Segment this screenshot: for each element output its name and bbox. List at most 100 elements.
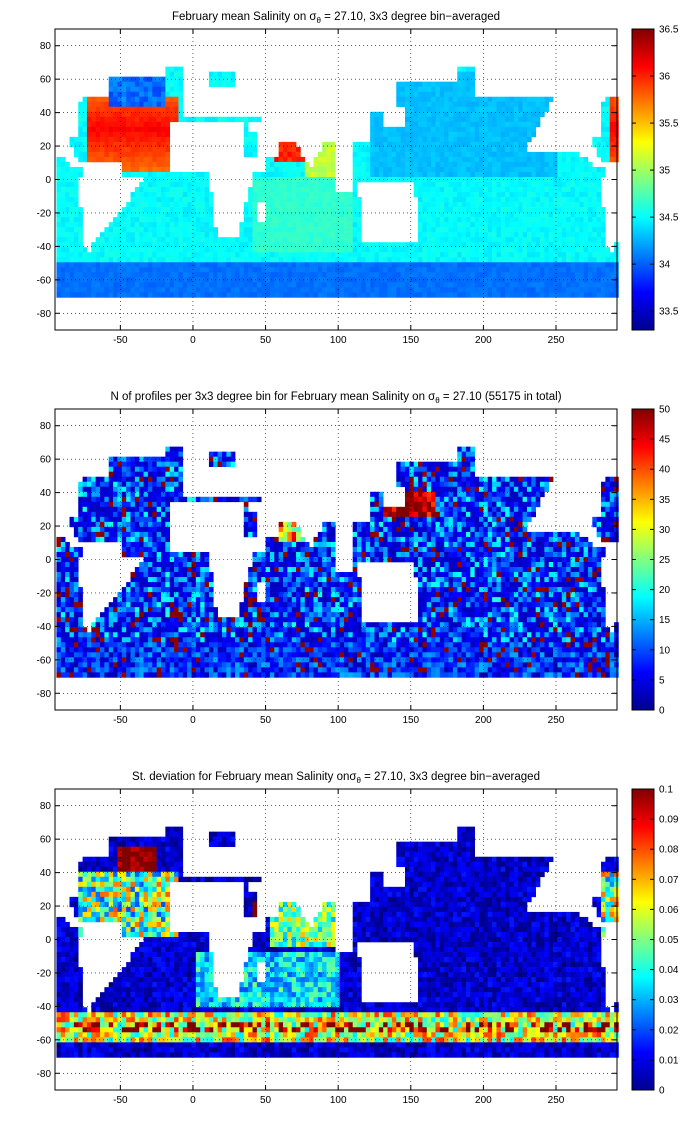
heatmap-cell: [444, 506, 449, 513]
heatmap-cell: [439, 247, 445, 253]
heatmap-cell: [91, 151, 96, 158]
heatmap-cell: [130, 156, 136, 163]
heatmap-cell: [496, 151, 502, 158]
heatmap-cell: [387, 136, 393, 143]
heatmap-cell: [252, 262, 258, 268]
heatmap-cell: [165, 451, 171, 457]
heatmap-cell: [274, 267, 279, 273]
heatmap-cell: [156, 471, 162, 478]
heatmap-cell: [165, 232, 171, 238]
heatmap-cell: [204, 282, 210, 288]
heatmap-cell: [296, 151, 301, 158]
heatmap-cell: [139, 496, 144, 503]
heatmap-cell: [483, 282, 489, 288]
heatmap-cell: [431, 197, 436, 203]
heatmap-cell: [500, 227, 506, 233]
heatmap-cell: [121, 121, 127, 128]
heatmap-cell: [348, 257, 353, 263]
heatmap-cell: [309, 182, 314, 188]
heatmap-cell: [265, 237, 271, 243]
heatmap-cell: [439, 192, 445, 198]
heatmap-cell: [269, 182, 275, 188]
heatmap-cell: [605, 116, 611, 123]
colorbar-tick-label: 35.5: [659, 119, 679, 130]
heatmap-cell: [557, 287, 563, 293]
heatmap-cell: [601, 481, 606, 488]
heatmap-cell: [348, 232, 353, 238]
heatmap-cell: [174, 66, 179, 72]
heatmap-cell: [396, 521, 401, 528]
heatmap-cell: [426, 136, 432, 143]
heatmap-cell: [422, 521, 428, 528]
heatmap-cell: [444, 227, 449, 233]
heatmap-cell: [452, 126, 458, 133]
heatmap-cell: [357, 262, 362, 268]
heatmap-cell: [483, 511, 489, 518]
heatmap-cell: [304, 272, 310, 278]
heatmap-cell: [156, 166, 162, 173]
heatmap-cell: [69, 207, 75, 213]
heatmap-cell: [343, 202, 349, 208]
heatmap-cell: [156, 461, 162, 467]
heatmap-cell: [452, 171, 458, 178]
heatmap-cell: [601, 121, 606, 128]
heatmap-cell: [282, 232, 288, 238]
heatmap-cell: [278, 267, 284, 273]
heatmap-cell: [548, 161, 554, 168]
heatmap-cell: [566, 171, 571, 178]
heatmap-cell: [113, 252, 118, 258]
heatmap-cell: [200, 192, 205, 198]
heatmap-cell: [614, 272, 619, 278]
heatmap-cell: [174, 282, 179, 288]
heatmap-cell: [113, 116, 118, 123]
heatmap-cell: [317, 252, 323, 258]
heatmap-cell: [601, 257, 606, 263]
heatmap-cell: [156, 272, 162, 278]
heatmap-cell: [282, 202, 288, 208]
heatmap-cell: [374, 277, 380, 283]
heatmap-cell: [357, 521, 362, 528]
heatmap-cell: [439, 232, 445, 238]
heatmap-cell: [378, 111, 384, 118]
heatmap-cell: [439, 182, 445, 188]
heatmap-cell: [195, 207, 201, 213]
heatmap-cell: [256, 282, 262, 288]
heatmap-cell: [174, 96, 179, 103]
heatmap-cell: [152, 242, 157, 248]
heatmap-cell: [147, 232, 153, 238]
heatmap-cell: [252, 292, 258, 298]
heatmap-cell: [370, 161, 375, 168]
heatmap-cell: [291, 161, 297, 168]
heatmap-cell: [147, 146, 153, 153]
heatmap-cell: [444, 182, 449, 188]
heatmap-cell: [91, 282, 96, 288]
heatmap-cell: [500, 252, 506, 258]
heatmap-cell: [265, 202, 271, 208]
heatmap-cell: [78, 252, 83, 258]
heatmap-cell: [78, 491, 83, 498]
heatmap-cell: [409, 96, 414, 103]
heatmap-cell: [108, 272, 114, 278]
heatmap-cell: [287, 292, 293, 298]
heatmap-cell: [513, 111, 519, 118]
heatmap-cell: [426, 282, 432, 288]
heatmap-cell: [139, 171, 144, 178]
heatmap-cell: [300, 207, 306, 213]
heatmap-cell: [117, 126, 123, 133]
heatmap-cell: [261, 187, 266, 193]
heatmap-cell: [326, 222, 332, 228]
heatmap-cell: [296, 161, 301, 168]
heatmap-cell: [496, 262, 502, 268]
heatmap-cell: [147, 252, 153, 258]
heatmap-cell: [156, 146, 162, 153]
heatmap-cell: [461, 232, 467, 238]
heatmap-cell: [147, 506, 153, 513]
heatmap-cell: [147, 287, 153, 293]
heatmap-cell: [418, 501, 423, 508]
heatmap-cell: [86, 96, 92, 103]
heatmap-cell: [300, 262, 306, 268]
heatmap-cell: [544, 101, 550, 108]
heatmap-cell: [100, 491, 105, 498]
heatmap-cell: [544, 212, 550, 218]
heatmap-cell: [73, 227, 79, 233]
